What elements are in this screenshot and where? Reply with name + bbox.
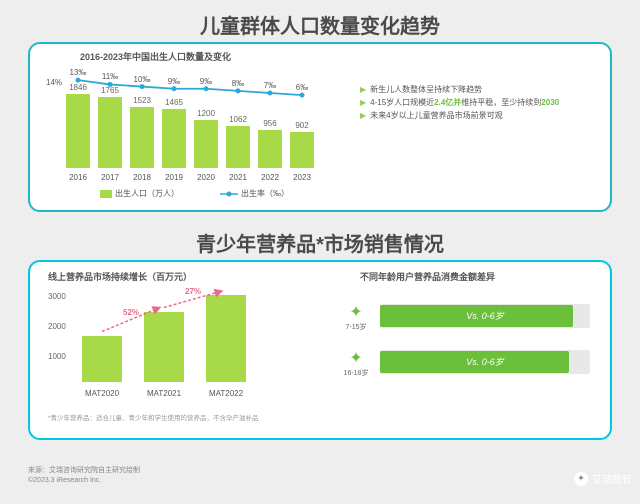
- bar: [226, 126, 250, 168]
- bullet-text: 未来4岁以上儿童营养品市场前景可观: [370, 110, 502, 123]
- bullet-arrow-icon: ▶: [360, 84, 366, 97]
- bullet-text: 新生儿人数整体呈持续下降趋势: [370, 84, 482, 97]
- page-footer: 来源：艾瑞咨询研究院自主研究绘制 ©2023.3 iResearch Inc.: [28, 466, 140, 486]
- bar-value-label: 902: [287, 121, 317, 130]
- panel-market: 线上营养品市场持续增长（百万元） 100020003000MAT2020MAT2…: [28, 260, 612, 440]
- bullet-row: ▶ 未来4岁以上儿童营养品市场前景可观: [360, 110, 600, 123]
- x-axis-label: 2017: [95, 173, 125, 182]
- age-group-icon: ✦16-18岁: [340, 348, 372, 378]
- footer-line1: 来源：艾瑞咨询研究院自主研究绘制: [28, 466, 140, 476]
- legend-line-label: 出生率（‰）: [241, 188, 289, 199]
- bar-value-label: 1200: [191, 109, 221, 118]
- bar: [290, 132, 314, 168]
- hbar-label: Vs. 0-6岁: [380, 355, 590, 368]
- bar: [162, 109, 186, 168]
- legend-line: 出生率（‰）: [220, 188, 289, 199]
- legend-bar: 出生人口（万人）: [100, 188, 179, 199]
- legend-bar-label: 出生人口（万人）: [115, 188, 179, 199]
- panel-children-population: 2016-2023年中国出生人口数量及变化 14% 1846201613‰176…: [28, 42, 612, 212]
- growth-arrow-icon: [48, 286, 288, 406]
- footnote-left: *青少年营养品：适合儿童、青少年和学生使用的营养品，不含孕产滋补品: [48, 412, 348, 422]
- hbar-label: Vs. 0-6岁: [380, 309, 590, 322]
- bullet-row: ▶ 4-15岁人口规模近2.4亿并维持平稳，至少持续到2030: [360, 97, 600, 110]
- line-point-label: 7‰: [255, 81, 285, 90]
- watermark-icon: ✦: [574, 472, 588, 486]
- bullet-row: ▶ 新生儿人数整体呈持续下降趋势: [360, 84, 600, 97]
- chart2: 100020003000MAT2020MAT2021MAT2022 52% 27…: [48, 286, 288, 406]
- line-point-label: 6‰: [287, 83, 317, 92]
- bar-value-label: 1523: [127, 96, 157, 105]
- x-axis-label: 2022: [255, 173, 285, 182]
- bullet-arrow-icon: ▶: [360, 97, 366, 110]
- chart2-left-title: 线上营养品市场持续增长（百万元）: [48, 270, 192, 283]
- bar-value-label: 1062: [223, 115, 253, 124]
- bullet-text: 4-15岁人口规模近2.4亿并维持平稳，至少持续到2030: [370, 97, 559, 110]
- x-axis-label: 2018: [127, 173, 157, 182]
- bar-value-label: 1465: [159, 98, 189, 107]
- chart1-subtitle: 2016-2023年中国出生人口数量及变化: [80, 50, 231, 63]
- bar: [130, 107, 154, 168]
- bar: [66, 94, 90, 168]
- section1-title: 儿童群体人口数量变化趋势: [0, 10, 640, 39]
- x-axis-label: 2019: [159, 173, 189, 182]
- chart1: 14% 1846201613‰1765201711‰1523201810‰146…: [46, 66, 346, 184]
- x-axis-label: 2016: [63, 173, 93, 182]
- bar: [194, 120, 218, 168]
- bar-value-label: 1765: [95, 86, 125, 95]
- x-axis-label: 2023: [287, 173, 317, 182]
- growth-label: 27%: [185, 287, 201, 296]
- bar-value-label: 956: [255, 119, 285, 128]
- bar-value-label: 1846: [63, 83, 93, 92]
- chart2-right-title: 不同年龄用户营养品消费金额差异: [360, 270, 495, 283]
- watermark-text: 艾瑞数智: [592, 471, 632, 486]
- bar: [258, 130, 282, 168]
- line-point-label: 11‰: [95, 72, 125, 81]
- section2-title: 青少年营养品*市场销售情况: [0, 228, 640, 257]
- line-point-label: 8‰: [223, 79, 253, 88]
- bullet-arrow-icon: ▶: [360, 110, 366, 123]
- bullet-list: ▶ 新生儿人数整体呈持续下降趋势 ▶ 4-15岁人口规模近2.4亿并维持平稳，至少持续…: [360, 84, 600, 122]
- x-axis-label: 2020: [191, 173, 221, 182]
- x-axis-label: 2021: [223, 173, 253, 182]
- line-point-label: 9‰: [159, 77, 189, 86]
- line-point-label: 9‰: [191, 77, 221, 86]
- line-point-label: 10‰: [127, 75, 157, 84]
- footer-line2: ©2023.3 iResearch Inc.: [28, 476, 140, 486]
- watermark: ✦ 艾瑞数智: [574, 471, 632, 486]
- line-point-label: 13‰: [63, 68, 93, 77]
- bar: [98, 97, 122, 168]
- age-group-icon: ✦7-15岁: [340, 302, 372, 332]
